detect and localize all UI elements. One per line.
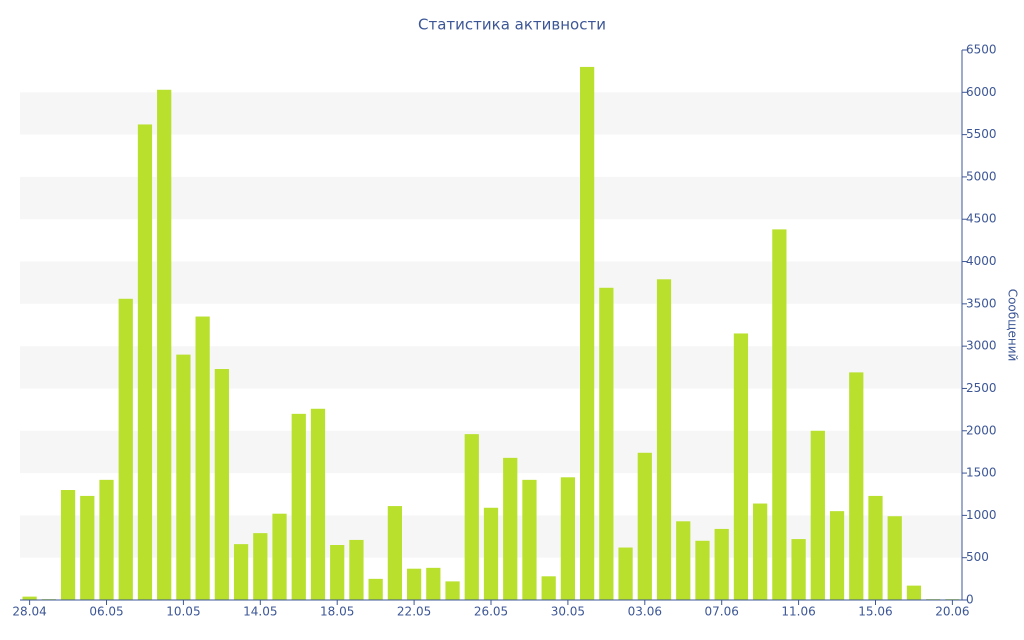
y-tick-label: 500 bbox=[966, 550, 989, 564]
x-tick-label: 07.06 bbox=[705, 605, 739, 619]
bar bbox=[22, 596, 37, 600]
bar bbox=[522, 479, 537, 600]
bar bbox=[349, 539, 364, 600]
bar bbox=[618, 547, 633, 600]
bar bbox=[157, 89, 172, 601]
x-tick-label: 06.05 bbox=[89, 605, 123, 619]
bar bbox=[272, 513, 287, 600]
y-tick-label: 6000 bbox=[966, 85, 997, 99]
bar bbox=[849, 372, 864, 600]
y-tick-label: 4500 bbox=[966, 212, 997, 226]
bar bbox=[791, 539, 806, 600]
y-tick-label: 1000 bbox=[966, 508, 997, 522]
y-tick-label: 5000 bbox=[966, 169, 997, 183]
bar bbox=[118, 298, 133, 600]
grid-band bbox=[20, 176, 962, 220]
bar bbox=[695, 540, 710, 600]
x-tick-label: 30.05 bbox=[551, 605, 585, 619]
y-tick-label: 0 bbox=[966, 593, 974, 607]
bar bbox=[406, 568, 422, 600]
y-tick-label: 2000 bbox=[966, 423, 997, 437]
bar bbox=[599, 287, 614, 600]
bar bbox=[656, 279, 672, 600]
bar bbox=[733, 333, 749, 600]
chart-title: Статистика активности bbox=[418, 16, 606, 34]
bar bbox=[80, 495, 95, 600]
bar bbox=[291, 413, 306, 600]
bar bbox=[60, 490, 76, 600]
bar bbox=[829, 511, 845, 600]
y-tick-label: 2500 bbox=[966, 381, 997, 395]
y-tick-label: 3000 bbox=[966, 339, 997, 353]
bar bbox=[99, 479, 114, 600]
y-tick-label: 4000 bbox=[966, 254, 997, 268]
bar bbox=[541, 576, 556, 600]
bar bbox=[810, 430, 825, 600]
grid-band bbox=[20, 261, 962, 304]
bar bbox=[483, 507, 499, 600]
bar bbox=[176, 354, 191, 600]
bar bbox=[753, 503, 768, 600]
bar bbox=[368, 578, 383, 600]
x-tick-label: 26.05 bbox=[474, 605, 508, 619]
x-tick-label: 28.04 bbox=[12, 605, 46, 619]
bar bbox=[464, 434, 479, 600]
x-tick-label: 10.05 bbox=[166, 605, 200, 619]
bar bbox=[906, 585, 922, 600]
bar bbox=[426, 567, 441, 600]
bar bbox=[772, 229, 787, 600]
bar bbox=[137, 124, 153, 600]
bar bbox=[387, 506, 402, 600]
bar bbox=[676, 521, 691, 600]
bar bbox=[503, 457, 518, 600]
y-tick-label: 5500 bbox=[966, 127, 997, 141]
bar bbox=[868, 495, 883, 600]
bar bbox=[253, 533, 268, 600]
y-tick-label: 6500 bbox=[966, 43, 997, 57]
bar bbox=[233, 544, 249, 600]
bar bbox=[580, 66, 595, 600]
bar bbox=[637, 452, 652, 600]
x-tick-label: 20.06 bbox=[935, 605, 969, 619]
x-tick-label: 15.06 bbox=[858, 605, 892, 619]
bar bbox=[445, 581, 460, 600]
x-tick-label: 11.06 bbox=[781, 605, 815, 619]
x-tick-label: 18.05 bbox=[320, 605, 354, 619]
bar bbox=[887, 516, 902, 600]
grid-band bbox=[20, 92, 962, 135]
y-tick-label: 1500 bbox=[966, 466, 997, 480]
y-tick-label: 3500 bbox=[966, 296, 997, 310]
bar bbox=[330, 545, 345, 600]
bar bbox=[195, 316, 210, 600]
bar bbox=[214, 369, 229, 600]
y-axis-label: Сообщений bbox=[1006, 289, 1020, 362]
x-tick-label: 22.05 bbox=[397, 605, 431, 619]
x-tick-label: 14.05 bbox=[243, 605, 277, 619]
bar bbox=[310, 408, 326, 600]
bar bbox=[560, 477, 576, 600]
x-tick-label: 03.06 bbox=[628, 605, 662, 619]
bar bbox=[714, 528, 729, 600]
